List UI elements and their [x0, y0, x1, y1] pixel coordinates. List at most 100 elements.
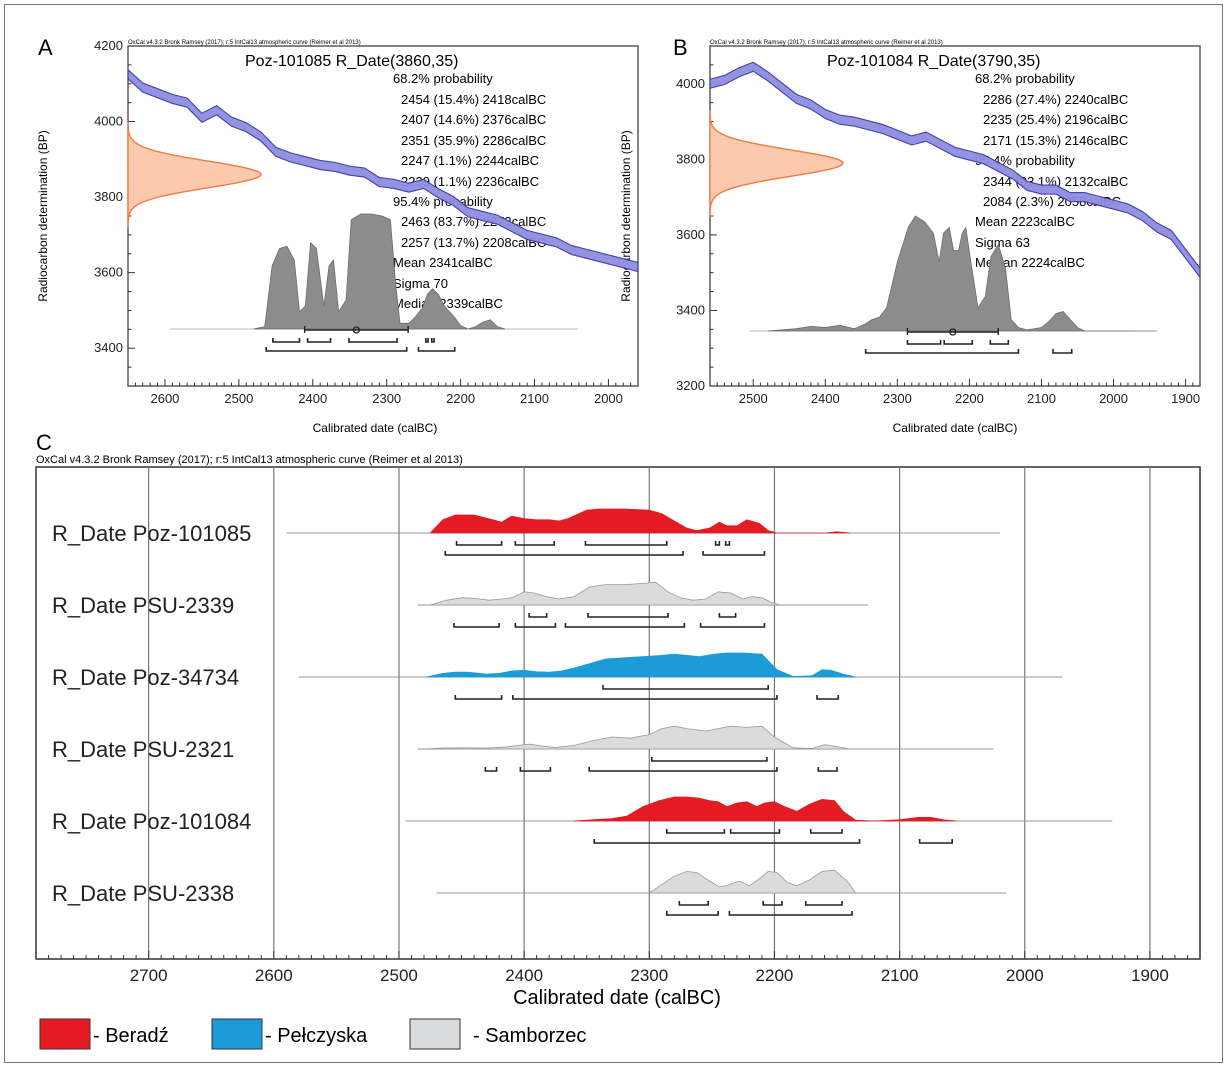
legend-swatch-pelczyska	[211, 1018, 263, 1050]
range-95-bracket	[1052, 349, 1073, 354]
panel-a-title: Poz-101085 R_Date(3860,35)	[245, 53, 458, 70]
panel-a-stat-line: 2407 (14.6%) 2376calBC	[401, 112, 546, 127]
range-68-bracket	[943, 340, 974, 345]
panel-c-letter: C	[36, 430, 52, 455]
panel-a-stat-line: 68.2% probability	[393, 71, 493, 86]
y-tick-label: 3400	[94, 340, 123, 355]
range-95-bracket	[564, 623, 686, 628]
panel-b-stat-line: 2235 (25.4%) 2196calBC	[983, 112, 1128, 127]
range-95-bracket	[514, 623, 557, 628]
legend-label-beradz: - Beradź	[93, 1025, 169, 1047]
range-68-bracket	[729, 829, 781, 834]
x-tick-label: 2400	[298, 391, 327, 406]
panel-b-stat-line: 2171 (15.3%) 2146calBC	[983, 133, 1128, 148]
range-95-bracket	[484, 767, 498, 772]
series-label: R_Date PSU-2338	[52, 881, 234, 906]
series-density	[574, 796, 956, 822]
x-tick-label: 2600	[255, 966, 293, 985]
range-95-bracket	[453, 623, 500, 628]
calibration-curve-band	[127, 68, 639, 273]
range-68-bracket	[804, 901, 843, 906]
panel-c-plot-frame	[35, 466, 1201, 960]
range-95-bracket	[918, 839, 953, 844]
panel-b-stat-line: Sigma 63	[975, 235, 1030, 250]
x-tick-label: 2000	[1099, 391, 1128, 406]
range-68-bracket	[906, 340, 942, 345]
range-95-bracket	[864, 349, 1020, 354]
x-tick-label: 2100	[1027, 391, 1056, 406]
range-68-bracket	[809, 829, 843, 834]
panel-a-credit: OxCal v4.3.2 Bronk Ramsey (2017); r:5 In…	[128, 40, 361, 46]
range-68-bracket	[514, 541, 555, 546]
range-95-bracket	[666, 911, 719, 916]
series-label: R_Date Poz-101084	[52, 809, 251, 834]
panel-b-stat-line: Mean 2223calBC	[975, 214, 1075, 229]
legend-swatch-beradz	[39, 1018, 91, 1050]
panel-b-ylabel: Radiocarbon determination (BP)	[619, 130, 633, 301]
panel-a-stat-line: 2239 (1.1%) 2236calBC	[401, 174, 539, 189]
x-tick-label: 2600	[150, 391, 179, 406]
x-tick-label: 2700	[130, 966, 168, 985]
range-68-bracket	[306, 338, 332, 343]
x-tick-label: 2400	[811, 391, 840, 406]
range-68-bracket	[272, 338, 301, 343]
panel-c-credit: OxCal v4.3.2 Bronk Ramsey (2017); r:5 In…	[36, 454, 463, 466]
x-tick-label: 2500	[739, 391, 768, 406]
panel-a-stat-line: 2257 (13.7%) 2208calBC	[401, 235, 546, 250]
panel-a-stats: 68.2% probability 2454 (15.4%) 2418calBC…	[393, 71, 546, 311]
series-density	[426, 652, 856, 678]
x-tick-label: 2300	[372, 391, 401, 406]
x-tick-label: 2000	[594, 391, 623, 406]
calibration-curve-band	[709, 61, 1201, 279]
legend-swatch-samborzec	[409, 1018, 461, 1050]
y-tick-label: 3800	[94, 189, 123, 204]
range-95-bracket	[593, 839, 861, 844]
series-label: R_Date PSU-2339	[52, 593, 234, 618]
range-68-bracket	[602, 685, 769, 690]
range-95-bracket	[512, 695, 778, 700]
range-95-bracket	[454, 695, 503, 700]
range-68-bracket	[678, 901, 709, 906]
mean-marker	[352, 326, 361, 334]
range-95-bracket	[519, 767, 552, 772]
range-95-bracket	[699, 623, 766, 628]
x-tick-label: 2000	[1006, 966, 1044, 985]
panel-a-stat-line: 2247 (1.1%) 2244calBC	[401, 153, 539, 168]
x-tick-label: 2500	[224, 391, 253, 406]
panel-a-letter: A	[38, 35, 53, 60]
panel-b-stat-line: 2286 (27.4%) 2240calBC	[983, 92, 1128, 107]
radiocarbon-date-distribution	[709, 110, 844, 217]
range-95-bracket	[265, 347, 408, 352]
y-tick-label: 4000	[94, 114, 123, 129]
figure-frame	[4, 4, 1223, 1063]
panel-b-stat-line: 68.2% probability	[975, 71, 1075, 86]
y-tick-label: 3600	[94, 265, 123, 280]
range-68-bracket	[718, 613, 737, 618]
range-95-bracket	[728, 911, 853, 916]
panel-a-stat-line: 95.4% probability	[393, 194, 493, 209]
range-95-bracket	[417, 347, 456, 352]
series-label: R_Date Poz-101085	[52, 521, 251, 546]
range-95-bracket	[817, 767, 838, 772]
range-68-bracket	[650, 757, 768, 762]
posterior-density	[767, 215, 1157, 332]
range-68-bracket	[989, 340, 1010, 345]
panel-a-ylabel: Radiocarbon determination (BP)	[36, 130, 50, 301]
y-tick-label: 4200	[94, 38, 123, 53]
range-68-bracket	[348, 338, 398, 343]
plot-layer: 2600 2500 2400 2300 2200 2100 2000 3400 3600 3800…	[48, 38, 1201, 985]
x-tick-label: 2500	[380, 966, 418, 985]
x-tick-label: 2200	[446, 391, 475, 406]
range-95-bracket	[588, 767, 778, 772]
legend-label-pelczyska: - Pełczyska	[265, 1025, 368, 1047]
series-density	[423, 725, 850, 750]
x-tick-label: 1900	[1171, 391, 1200, 406]
y-tick-label: 3400	[676, 302, 705, 317]
x-tick-label: 2100	[881, 966, 919, 985]
range-68-bracket	[425, 338, 429, 343]
y-tick-label: 3600	[676, 227, 705, 242]
panel-a-stat-line: Mean 2341calBC	[393, 255, 493, 270]
panel-a-stat-line: 2351 (35.9%) 2286calBC	[401, 133, 546, 148]
series-label: R_Date Poz-34734	[52, 665, 239, 690]
